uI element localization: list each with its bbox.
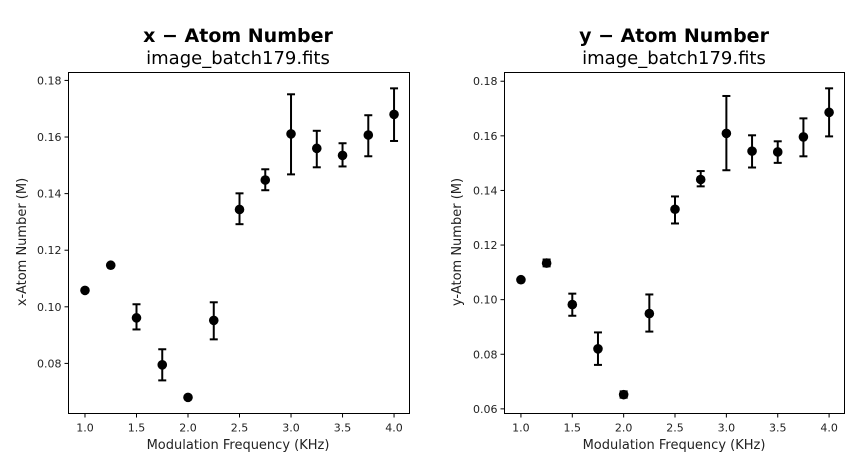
y-atom-number-panel: y − Atom Number image_batch179.fits Modu… — [450, 25, 845, 453]
data-marks — [516, 87, 834, 400]
x-tick-label: 2.5 — [666, 422, 684, 435]
x-tick-label: 1.5 — [128, 422, 146, 435]
data-point — [337, 150, 348, 161]
data-point — [363, 130, 374, 140]
y-tick-label: 0.08 — [37, 357, 62, 370]
data-point — [105, 260, 116, 271]
data-point — [80, 285, 90, 296]
axes-frame — [68, 72, 410, 414]
axes-frame — [504, 72, 845, 414]
chart-subtitle: image_batch179.fits — [582, 48, 766, 69]
data-point — [389, 109, 399, 120]
y-tick-label: 0.16 — [37, 131, 62, 144]
y-tick-label: 0.12 — [473, 239, 498, 252]
x-tick-label: 2.0 — [179, 422, 197, 435]
data-point — [260, 175, 271, 185]
y-tick-label: 0.06 — [473, 403, 498, 416]
data-point — [824, 107, 834, 118]
data-point — [695, 174, 706, 185]
x-atom-number-panel: x − Atom Number image_batch179.fits Modu… — [15, 25, 410, 453]
data-point — [567, 299, 578, 310]
ticks: 1.0 1.5 2.0 2.5 3.0 3.5 4.0 0.06 0.08 0.10 0.12 0.1… — [473, 75, 838, 434]
chart-subtitle: image_batch179.fits — [146, 48, 330, 69]
y-axis-label: y-Atom Number (M) — [450, 178, 465, 306]
x-tick-label: 1.0 — [512, 422, 530, 435]
data-point — [670, 204, 680, 215]
data-point — [798, 132, 809, 142]
x-tick-label: 3.5 — [334, 422, 352, 435]
data-point — [516, 274, 526, 285]
data-point — [541, 258, 552, 268]
y-tick-label: 0.18 — [37, 74, 62, 87]
data-marks — [80, 87, 399, 403]
y-tick-label: 0.14 — [473, 184, 498, 197]
chart-title: x − Atom Number — [143, 25, 333, 47]
x-tick-label: 1.0 — [76, 422, 94, 435]
data-point — [234, 204, 245, 215]
data-point — [131, 313, 142, 323]
x-tick-label: 4.0 — [385, 422, 403, 435]
data-point — [208, 315, 219, 326]
y-axis-label: x-Atom Number (M) — [15, 178, 30, 306]
ticks: 1.0 1.5 2.0 2.5 3.0 3.5 4.0 0.08 0.10 0.12 0.14 0.1… — [37, 74, 403, 434]
y-tick-label: 0.18 — [473, 75, 498, 88]
x-tick-label: 3.5 — [769, 422, 787, 435]
x-tick-label: 3.0 — [282, 422, 300, 435]
y-tick-label: 0.10 — [37, 301, 62, 314]
data-point — [311, 143, 322, 154]
x-tick-label: 2.0 — [615, 422, 633, 435]
data-point — [157, 360, 168, 370]
y-tick-label: 0.12 — [37, 244, 62, 257]
chart-title: y − Atom Number — [579, 25, 770, 47]
x-axis-label: Modulation Frequency (KHz) — [147, 438, 330, 453]
x-axis-label: Modulation Frequency (KHz) — [583, 438, 766, 453]
x-tick-label: 1.5 — [564, 422, 582, 435]
data-point — [183, 392, 193, 403]
y-tick-label: 0.16 — [473, 130, 498, 143]
data-point — [644, 308, 655, 319]
data-point — [772, 147, 783, 157]
x-tick-label: 4.0 — [820, 422, 838, 435]
y-tick-label: 0.10 — [473, 294, 498, 307]
data-point — [747, 146, 757, 156]
x-tick-label: 3.0 — [718, 422, 736, 435]
data-point — [593, 343, 603, 354]
y-tick-label: 0.08 — [473, 348, 498, 361]
y-tick-label: 0.14 — [37, 188, 62, 201]
data-point — [286, 129, 296, 139]
data-point — [721, 128, 732, 139]
data-point — [618, 389, 629, 400]
x-tick-label: 2.5 — [231, 422, 249, 435]
